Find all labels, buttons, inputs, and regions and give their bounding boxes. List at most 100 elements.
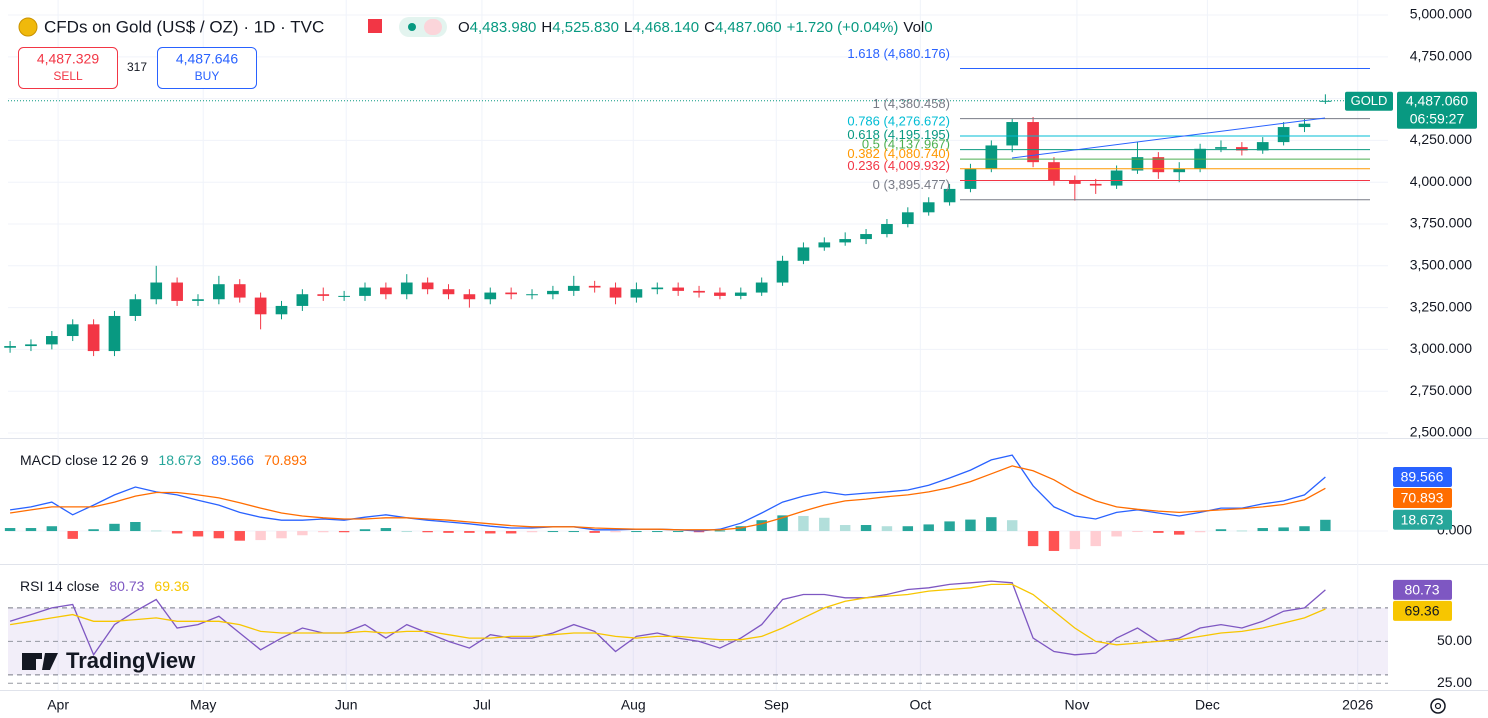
histogram-bar <box>130 522 141 532</box>
histogram-bar <box>798 515 809 532</box>
symbol-tag-text: GOLD <box>1351 93 1388 108</box>
candle-body <box>4 346 16 348</box>
histogram-bar <box>860 525 872 532</box>
histogram-bar <box>359 529 371 532</box>
candle-body <box>922 202 935 213</box>
histogram-bar <box>338 531 350 533</box>
candle-body <box>547 290 559 295</box>
histogram-bar <box>1069 531 1081 550</box>
candle-body <box>1277 127 1290 143</box>
histogram-bar <box>714 530 726 532</box>
low-label: L <box>624 19 632 36</box>
y-tick-label: 5,000.000 <box>1410 6 1472 22</box>
flag-icon[interactable] <box>368 19 382 33</box>
histogram-bar <box>4 528 16 532</box>
y-tick-label: 3,500.000 <box>1410 257 1472 273</box>
histogram-bar <box>46 526 58 532</box>
candle-body <box>442 289 455 295</box>
candle-body <box>964 168 977 189</box>
histogram-bar <box>171 531 183 534</box>
candle-body <box>1256 142 1269 151</box>
histogram-bar <box>422 531 433 533</box>
candle-body <box>192 299 204 301</box>
indicator-title: MACD close 12 26 9 <box>20 452 149 468</box>
countdown-text: 06:59:27 <box>1410 111 1465 127</box>
candle-body <box>630 289 643 298</box>
value-tag <box>1393 509 1452 530</box>
indicator-line <box>10 454 1326 532</box>
histogram-bar <box>88 529 99 532</box>
y-tick-label: 2,500.000 <box>1410 424 1472 440</box>
histogram-bar <box>276 531 287 539</box>
histogram-bar <box>547 531 559 533</box>
value-tag <box>1393 600 1452 621</box>
candle-body <box>901 212 914 225</box>
value-tag <box>1393 467 1452 488</box>
x-tick-label: Dec <box>1195 697 1220 713</box>
fib-label: 0.618 (4,195.195) <box>847 127 950 142</box>
sell-button[interactable] <box>18 47 118 89</box>
candle-body <box>463 294 476 300</box>
spread: 317 <box>127 60 147 74</box>
histogram-bar <box>234 531 245 541</box>
value-tag-text: 69.36 <box>1404 603 1439 619</box>
symbol-icon <box>18 17 38 37</box>
histogram-bar <box>1006 520 1018 532</box>
candle-body <box>1236 147 1248 151</box>
y-tick-label: 50.00 <box>1437 632 1472 648</box>
histogram-bar <box>944 521 955 532</box>
histogram-bar <box>902 526 914 532</box>
logo-mark <box>22 653 36 670</box>
histogram-bar <box>1236 530 1248 532</box>
histogram-bar <box>589 531 600 533</box>
candle-body <box>818 242 831 248</box>
candle-body <box>797 247 810 261</box>
histogram-bar <box>881 526 893 532</box>
histogram-bar <box>1027 531 1039 547</box>
histogram-bar <box>1194 531 1206 533</box>
settings-icon <box>1434 702 1442 710</box>
candle-body <box>171 282 183 301</box>
symbol-title: CFDs on Gold (US$ / OZ) · 1D · TVC <box>44 17 324 36</box>
value-tag-text: 18.673 <box>1401 511 1444 527</box>
histogram-bar <box>1132 531 1143 533</box>
histogram-bar <box>526 531 538 533</box>
candle-body <box>609 287 622 298</box>
histogram-bar <box>1048 531 1060 551</box>
y-tick-label: 4,000.000 <box>1410 173 1472 189</box>
buy-button[interactable] <box>157 47 257 89</box>
histogram-bar <box>756 520 767 532</box>
candle-body <box>1152 157 1165 173</box>
histogram-bar <box>67 531 78 539</box>
candle-body <box>1215 147 1227 149</box>
histogram-bar <box>213 531 225 539</box>
histogram-bar <box>380 528 392 532</box>
logo-mark <box>42 653 58 670</box>
indicator-legend: RSI 14 close 80.73 69.36 <box>20 578 190 594</box>
legend-value: 89.566 <box>211 452 254 468</box>
high-value: 4,525.830 <box>552 19 619 36</box>
histogram-bar <box>443 531 454 533</box>
close-value: 4,487.060 <box>715 19 782 36</box>
logo-mark <box>36 653 42 659</box>
x-tick-label: Oct <box>909 697 931 713</box>
value-tag-text: 70.893 <box>1401 490 1444 506</box>
candle-body <box>484 292 497 300</box>
candle-body <box>338 295 350 297</box>
tradingview-logo[interactable]: TradingView <box>22 648 196 673</box>
change-value: +1.720 (+0.04%) <box>787 19 899 36</box>
histogram-bar <box>568 531 579 533</box>
candle-body <box>129 299 142 316</box>
settings-button[interactable] <box>1430 698 1446 714</box>
high-label: H <box>541 19 552 36</box>
candle-body <box>505 292 517 295</box>
x-tick-label: Jul <box>473 697 491 713</box>
x-tick-label: Aug <box>621 697 646 713</box>
candle-body <box>233 284 246 298</box>
histogram-bar <box>672 531 684 533</box>
status-wave <box>424 19 442 35</box>
price-tag <box>1397 91 1477 129</box>
candle-body <box>421 282 434 290</box>
histogram-bar <box>610 531 621 533</box>
